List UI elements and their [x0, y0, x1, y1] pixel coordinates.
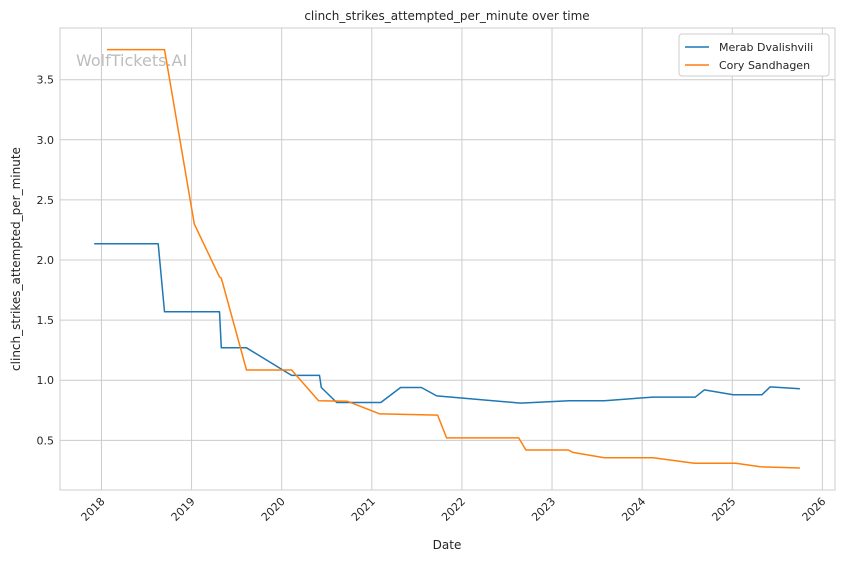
x-tick-label: 2019 — [169, 495, 198, 524]
x-tick-label: 2024 — [619, 495, 648, 524]
y-tick-label: 3.0 — [37, 134, 55, 147]
x-tick-label: 2022 — [439, 495, 468, 524]
x-tick-label: 2020 — [259, 495, 288, 524]
y-tick-label: 3.5 — [37, 74, 55, 87]
y-tick-label: 1.5 — [37, 314, 55, 327]
x-tick-label: 2018 — [79, 495, 108, 524]
series-line-merab-dvalishvili — [94, 243, 800, 404]
legend-box — [678, 33, 830, 77]
chart-title: clinch_strikes_attempted_per_minute over… — [304, 9, 589, 23]
legend-label-cory: Cory Sandhagen — [719, 59, 810, 72]
x-tick-label: 2026 — [800, 495, 829, 524]
x-ticks: 2018 2019 2020 2021 2022 2023 2024 2025 2026 — [79, 495, 829, 524]
watermark: WolfTickets.AI — [76, 51, 187, 70]
legend: Merab Dvalishvili Cory Sandhagen — [678, 33, 830, 77]
x-axis-label: Date — [433, 538, 462, 552]
x-tick-label: 2023 — [529, 495, 558, 524]
y-ticks: 0.5 1.0 1.5 2.0 2.5 3.0 3.5 — [37, 74, 55, 448]
y-tick-label: 2.0 — [37, 254, 55, 267]
y-tick-label: 2.5 — [37, 194, 55, 207]
x-tick-label: 2025 — [709, 495, 738, 524]
y-axis-label: clinch_strikes_attempted_per_minute — [9, 147, 23, 371]
legend-label-merab: Merab Dvalishvili — [719, 41, 813, 54]
plot-frame — [59, 27, 836, 491]
series-lines — [94, 48, 800, 469]
y-tick-label: 0.5 — [37, 434, 55, 447]
x-tick-label: 2021 — [349, 495, 378, 524]
series-line-cory-sandhagen — [106, 48, 800, 469]
grid — [60, 28, 835, 490]
y-tick-label: 1.0 — [37, 374, 55, 387]
